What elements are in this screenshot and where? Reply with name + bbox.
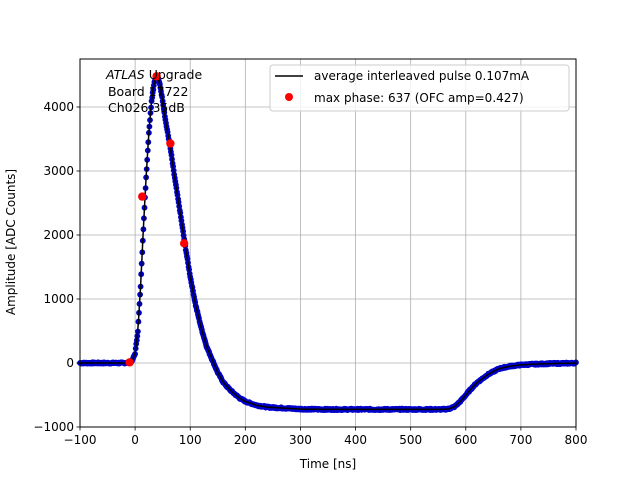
max-phase-point bbox=[166, 139, 175, 148]
x-tick-label: 600 bbox=[454, 433, 477, 447]
max-phase-point bbox=[125, 358, 134, 367]
legend-entry-pulse: average interleaved pulse 0.107mA bbox=[314, 69, 530, 83]
y-tick-label: 4000 bbox=[43, 100, 74, 114]
x-tick-label: 700 bbox=[509, 433, 532, 447]
x-tick-label: 0 bbox=[131, 433, 139, 447]
annotation-board: Board 17722 bbox=[104, 84, 188, 99]
x-tick-label: −100 bbox=[64, 433, 97, 447]
x-axis-ticks: −100 0 100 200 300 400 500 600 700 800 bbox=[64, 427, 588, 447]
x-axis-label: Time [ns] bbox=[299, 457, 356, 471]
average-pulse-line bbox=[80, 74, 576, 411]
atlas-annotation: ATLAS Upgrade Board 17722 Ch026 35dB bbox=[104, 67, 202, 115]
sample-points bbox=[77, 73, 579, 413]
x-tick-label: 800 bbox=[565, 433, 588, 447]
legend-entry-max-phase: max phase: 637 (OFC amp=0.427) bbox=[314, 91, 524, 105]
legend-box bbox=[269, 64, 570, 112]
x-tick-label: 400 bbox=[344, 433, 367, 447]
svg-text:ATLAS Upgrade: ATLAS Upgrade bbox=[105, 67, 202, 82]
x-tick-label: 100 bbox=[179, 433, 202, 447]
x-tick-label: 200 bbox=[234, 433, 257, 447]
plot-frame bbox=[79, 58, 577, 428]
x-tick-label: 300 bbox=[289, 433, 312, 447]
x-tick-label: 500 bbox=[399, 433, 422, 447]
max-phase-point bbox=[138, 192, 147, 201]
annotation-atlas: ATLAS bbox=[105, 67, 145, 82]
y-tick-label: 1000 bbox=[43, 292, 74, 306]
annotation-channel: Ch026 35dB bbox=[104, 100, 185, 115]
max-phase-points bbox=[125, 72, 189, 367]
y-tick-label: −1000 bbox=[33, 420, 74, 434]
max-phase-point bbox=[179, 239, 189, 248]
y-axis-ticks: −1000 0 1000 2000 3000 4000 bbox=[33, 100, 80, 434]
max-phase-point bbox=[152, 72, 161, 81]
legend-point-swatch bbox=[285, 93, 293, 101]
y-tick-label: 0 bbox=[66, 356, 74, 370]
y-tick-label: 2000 bbox=[43, 228, 74, 242]
y-tick-label: 3000 bbox=[43, 164, 74, 178]
y-axis-label: Amplitude [ADC Counts] bbox=[4, 169, 18, 315]
legend: average interleaved pulse 0.107mA max ph… bbox=[269, 64, 570, 112]
annotation-upgrade: Upgrade bbox=[145, 67, 203, 82]
